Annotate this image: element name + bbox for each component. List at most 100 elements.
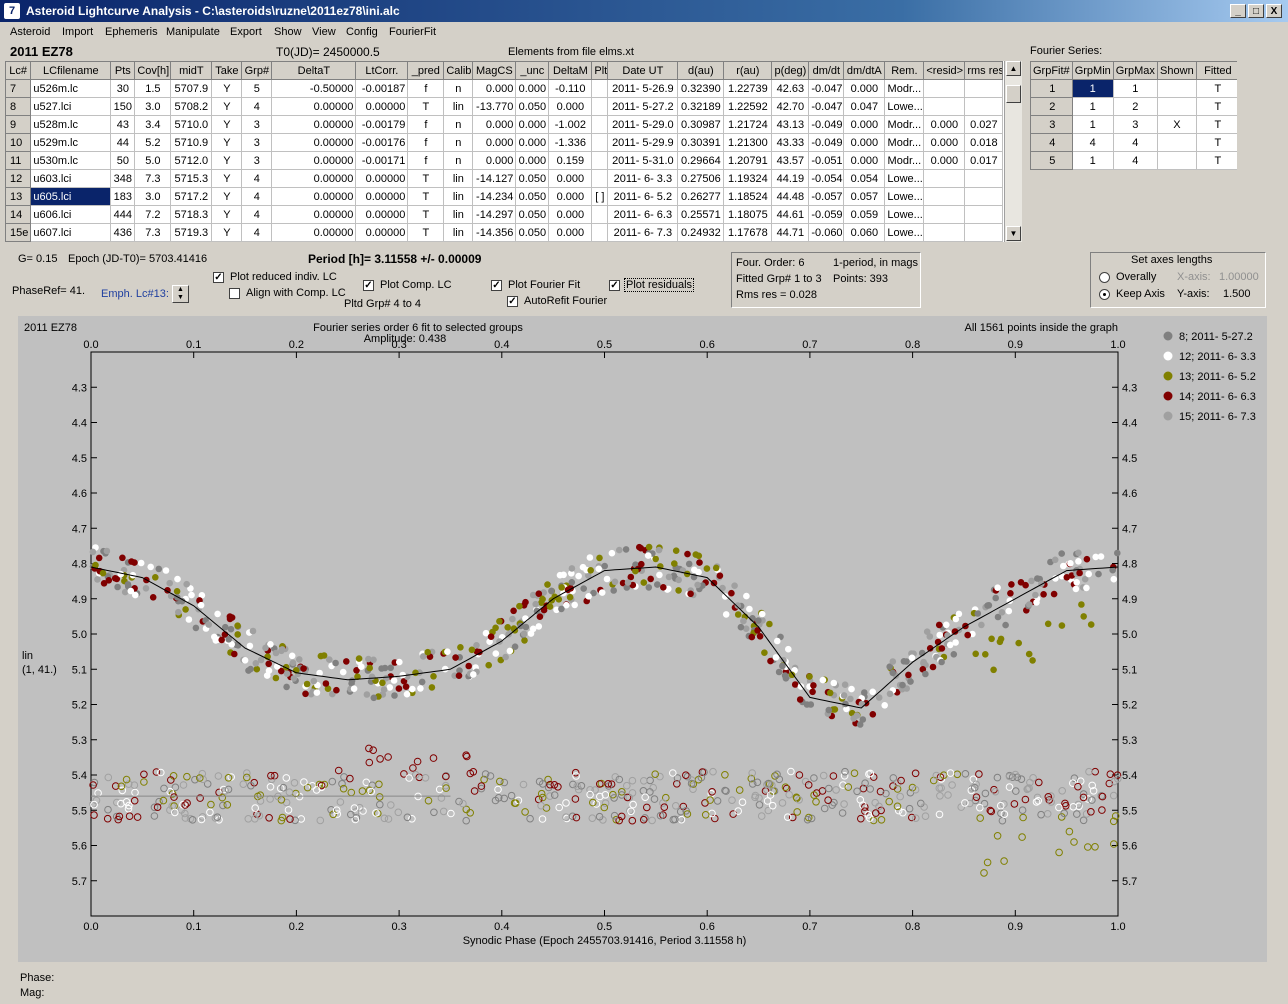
table-cell[interactable]: 0.30987 [677,115,725,134]
table-cell[interactable]: 2011- 5-26.9 [607,79,679,98]
table-cell[interactable] [591,133,609,152]
table-row[interactable]: 15e u607.lci 436 7.3 5719.3 Y 4 0.00000 0.00000 T… [5,223,1004,242]
align-comp-checkbox[interactable] [229,288,240,299]
table-cell[interactable]: 1.19324 [723,169,773,188]
lc-col-header[interactable]: <resid> [923,61,966,80]
table-cell[interactable]: 1.5 [134,79,172,98]
keep-axis-radio[interactable] [1099,289,1110,300]
table-cell[interactable]: 5707.9 [170,79,213,98]
table-cell[interactable]: 7.3 [134,169,172,188]
table-cell[interactable]: lin [443,97,474,116]
row-header[interactable]: 5 [1030,151,1073,170]
table-cell[interactable]: 0.000 [515,79,550,98]
overally-radio[interactable] [1099,272,1110,283]
row-header[interactable]: 2 [1030,97,1073,116]
lc-col-header[interactable]: midT [170,61,213,80]
lc-col-header[interactable]: _pred [407,61,445,80]
table-cell[interactable]: T [1195,133,1237,152]
table-cell[interactable]: Y [211,151,243,170]
table-cell[interactable]: 44.48 [771,187,810,206]
table-cell[interactable]: 1.21300 [723,133,773,152]
table-cell[interactable]: Y [211,79,243,98]
table-cell[interactable]: 2011- 5-29.9 [607,133,679,152]
table-cell[interactable]: 0.050 [515,223,550,242]
menu-show[interactable]: Show [274,26,302,38]
lc-col-header[interactable]: Take [211,61,243,80]
table-cell[interactable]: u526m.lc [30,79,112,98]
table-cell[interactable]: 5710.9 [170,133,213,152]
table-cell[interactable]: 0.059 [843,205,886,224]
lc-col-header[interactable]: LCfilename [30,61,112,80]
close-button[interactable]: X [1266,4,1282,18]
table-cell[interactable]: 0.054 [843,169,886,188]
table-cell[interactable]: 3.0 [134,97,172,116]
scroll-up-button[interactable]: ▲ [1006,61,1021,76]
table-cell[interactable]: -14.297 [472,205,517,224]
menu-asteroid[interactable]: Asteroid [10,26,51,38]
lc-col-header[interactable]: Grp# [241,61,273,80]
row-header[interactable]: 7 [5,79,32,98]
table-cell[interactable]: -0.057 [808,187,845,206]
table-cell[interactable]: T [1195,79,1237,98]
table-cell[interactable]: -0.00179 [355,115,409,134]
lc-col-header[interactable]: rms res [964,61,1004,80]
lc-col-header[interactable]: Cov[h] [134,61,172,80]
table-cell[interactable]: -0.051 [808,151,845,170]
table-cell[interactable]: 30 [110,79,136,98]
table-cell[interactable]: 0.00000 [355,169,409,188]
lc-col-header[interactable]: DeltaM [548,61,593,80]
row-header[interactable]: 1 [1030,79,1073,98]
table-cell[interactable]: Lowe... [884,205,925,224]
table-cell[interactable]: 2011- 6- 7.3 [607,223,679,242]
table-cell[interactable]: n [443,79,474,98]
scroll-thumb[interactable] [1006,85,1021,103]
table-row[interactable]: 11 u530m.lc 50 5.0 5712.0 Y 3 0.00000 -0.00171 f n… [5,151,1004,170]
table-cell[interactable]: 0.26277 [677,187,725,206]
table-cell[interactable]: -0.047 [808,79,845,98]
xaxis-value[interactable]: 1.00000 [1219,271,1259,283]
table-cell[interactable]: 0.000 [843,115,886,134]
lc-col-header[interactable]: LtCorr. [355,61,409,80]
table-cell[interactable]: 0.050 [515,187,550,206]
table-cell[interactable]: 4 [241,223,273,242]
table-cell[interactable]: 0.060 [843,223,886,242]
table-cell[interactable]: Modr... [884,151,925,170]
table-cell[interactable]: X [1156,115,1197,134]
table-cell[interactable]: 0.00000 [355,97,409,116]
table-row[interactable]: 10 u529m.lc 44 5.2 5710.9 Y 3 0.00000 -0.00176 f n… [5,133,1004,152]
table-cell[interactable]: T [407,97,445,116]
table-cell[interactable]: 0.00000 [271,151,357,170]
table-cell[interactable] [591,79,609,98]
table-cell[interactable]: 0.017 [964,151,1004,170]
table-cell[interactable]: T [407,187,445,206]
table-cell[interactable]: 0.057 [843,187,886,206]
table-cell[interactable] [964,97,1004,116]
table-cell[interactable]: 1 [1071,97,1114,116]
table-cell[interactable]: [ ] [591,187,609,206]
table-cell[interactable]: u606.lci [30,205,112,224]
fourier-col-header[interactable]: GrpMax [1112,61,1158,80]
table-cell[interactable] [923,205,966,224]
table-cell[interactable]: -1.336 [548,133,593,152]
table-cell[interactable]: u605.lci [30,187,112,206]
table-cell[interactable]: 0.050 [515,205,550,224]
table-cell[interactable]: 0.000 [548,187,593,206]
table-cell[interactable]: 1.20791 [723,151,773,170]
lc-col-header[interactable]: dm/dt [808,61,845,80]
table-cell[interactable]: -0.049 [808,133,845,152]
table-cell[interactable]: -0.059 [808,205,845,224]
table-cell[interactable] [591,97,609,116]
table-row[interactable]: 9 u528m.lc 43 3.4 5710.0 Y 3 0.00000 -0.00179 f n 0… [5,115,1004,134]
table-cell[interactable]: 5712.0 [170,151,213,170]
table-cell[interactable]: 1.18075 [723,205,773,224]
table-cell[interactable]: 0.00000 [271,223,357,242]
table-cell[interactable]: u530m.lc [30,151,112,170]
menu-config[interactable]: Config [346,26,378,38]
lc-col-header[interactable]: Plt [591,61,609,80]
table-cell[interactable]: -0.50000 [271,79,357,98]
table-cell[interactable]: 348 [110,169,136,188]
table-cell[interactable]: 43.13 [771,115,810,134]
table-cell[interactable]: -0.00176 [355,133,409,152]
